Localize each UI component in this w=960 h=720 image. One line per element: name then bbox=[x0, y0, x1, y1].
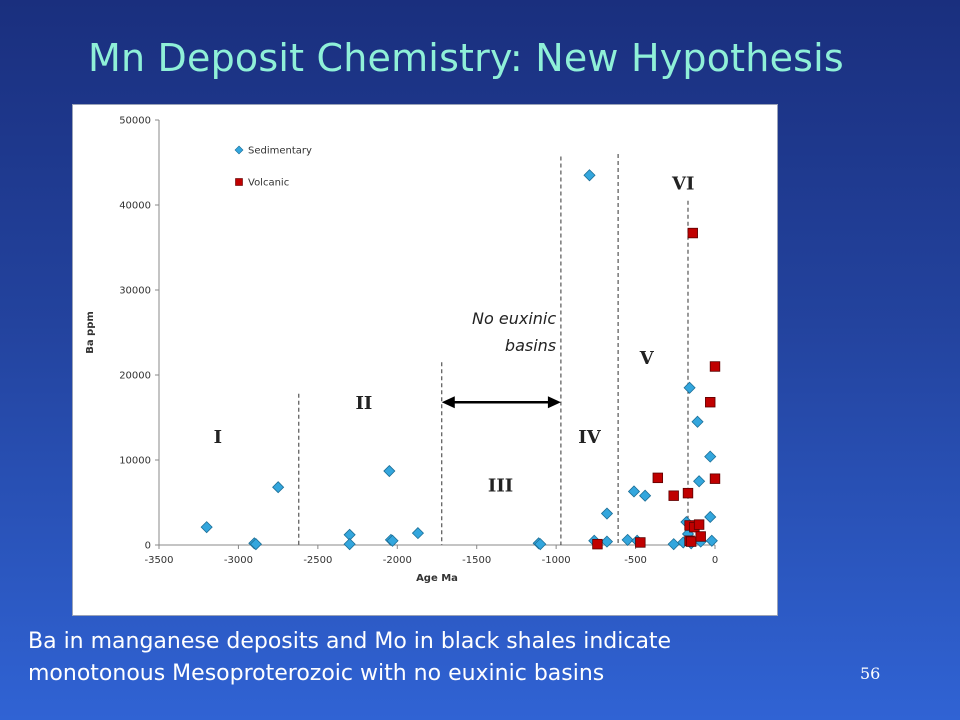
sedimentary-point bbox=[249, 538, 262, 551]
x-tick-label: -3000 bbox=[224, 555, 253, 566]
y-axis-title: Ba ppm bbox=[85, 311, 96, 354]
slide-title: Mn Deposit Chemistry: New Hypothesis bbox=[88, 36, 844, 80]
legend-marker-sedimentary bbox=[234, 145, 244, 155]
page-number: 56 bbox=[860, 664, 881, 683]
sedimentary-point bbox=[683, 381, 696, 394]
sedimentary-point bbox=[411, 527, 425, 540]
points-group bbox=[200, 169, 721, 551]
caption-line-2: monotonous Mesoproterozoic with no euxin… bbox=[28, 661, 605, 686]
y-tick-label: 20000 bbox=[119, 371, 151, 382]
x-tick-label: -1500 bbox=[462, 555, 491, 566]
y-tick-label: 10000 bbox=[119, 456, 151, 467]
legend-marker-volcanic bbox=[235, 178, 243, 186]
sedimentary-point bbox=[583, 169, 596, 182]
y-tick-label: 0 bbox=[145, 541, 151, 552]
dividers-group bbox=[298, 154, 689, 545]
axes-group: 0 10000 20000 30000 40000 50000 -3500 -3000 -250… bbox=[85, 116, 718, 585]
sedimentary-point bbox=[534, 538, 547, 551]
volcanic-point bbox=[687, 227, 698, 239]
sedimentary-point bbox=[600, 507, 614, 520]
sedimentary-point bbox=[667, 538, 680, 551]
era-label: II bbox=[356, 393, 373, 414]
era-label: V bbox=[639, 348, 655, 369]
volcanic-point bbox=[709, 361, 721, 372]
no-euxinic-annotation: basins bbox=[505, 336, 556, 355]
x-tick-label: 0 bbox=[712, 555, 718, 566]
sedimentary-point bbox=[383, 464, 396, 478]
slide-caption: Ba in manganese deposits and Mo in black… bbox=[28, 626, 808, 690]
sedimentary-point bbox=[600, 535, 614, 548]
volcanic-point bbox=[709, 473, 721, 484]
sedimentary-point bbox=[704, 450, 717, 463]
volcanic-point bbox=[682, 487, 694, 499]
no-euxinic-annotation: No euxinic bbox=[472, 309, 556, 328]
volcanic-point bbox=[695, 531, 706, 542]
sedimentary-point bbox=[386, 534, 399, 547]
legend-label: Sedimentary bbox=[248, 146, 312, 157]
x-tick-label: -1000 bbox=[542, 555, 571, 566]
sedimentary-point bbox=[691, 415, 704, 428]
sedimentary-point bbox=[639, 489, 652, 502]
scatter-chart: 0 10000 20000 30000 40000 50000 -3500 -3000 -250… bbox=[85, 116, 721, 585]
sedimentary-point bbox=[627, 485, 641, 498]
x-tick-label: -3500 bbox=[144, 555, 173, 566]
era-label: IV bbox=[578, 427, 601, 448]
arrow-head-left bbox=[441, 396, 455, 409]
volcanic-point bbox=[592, 538, 603, 550]
volcanic-point bbox=[668, 490, 679, 501]
chart-panel: 0 10000 20000 30000 40000 50000 -3500 -3000 -250… bbox=[72, 104, 778, 616]
sedimentary-point bbox=[272, 481, 285, 494]
volcanic-point bbox=[635, 537, 646, 548]
x-tick-label: -500 bbox=[624, 555, 647, 566]
legend-group: Sedimentary Volcanic bbox=[234, 145, 312, 189]
sedimentary-point bbox=[343, 538, 356, 551]
sedimentary-point bbox=[704, 510, 717, 524]
x-axis-title: Age Ma bbox=[416, 573, 458, 584]
volcanic-point bbox=[685, 536, 697, 547]
x-tick-label: -2500 bbox=[303, 555, 332, 566]
arrow-head-right bbox=[547, 396, 561, 409]
era-label: III bbox=[488, 475, 513, 496]
legend-label: Volcanic bbox=[248, 178, 289, 189]
volcanic-point bbox=[693, 519, 705, 530]
sedimentary-point bbox=[621, 533, 634, 546]
era-label: VI bbox=[671, 174, 694, 195]
volcanic-point bbox=[652, 472, 664, 484]
y-tick-label: 50000 bbox=[119, 116, 151, 127]
sedimentary-point bbox=[705, 534, 718, 547]
era-label: I bbox=[214, 427, 222, 448]
caption-line-1: Ba in manganese deposits and Mo in black… bbox=[28, 629, 672, 654]
sedimentary-point bbox=[693, 475, 706, 488]
y-tick-label: 30000 bbox=[119, 286, 151, 297]
sedimentary-point bbox=[200, 521, 213, 534]
x-tick-label: -2000 bbox=[383, 555, 412, 566]
y-tick-label: 40000 bbox=[119, 201, 151, 212]
volcanic-point bbox=[705, 396, 716, 408]
